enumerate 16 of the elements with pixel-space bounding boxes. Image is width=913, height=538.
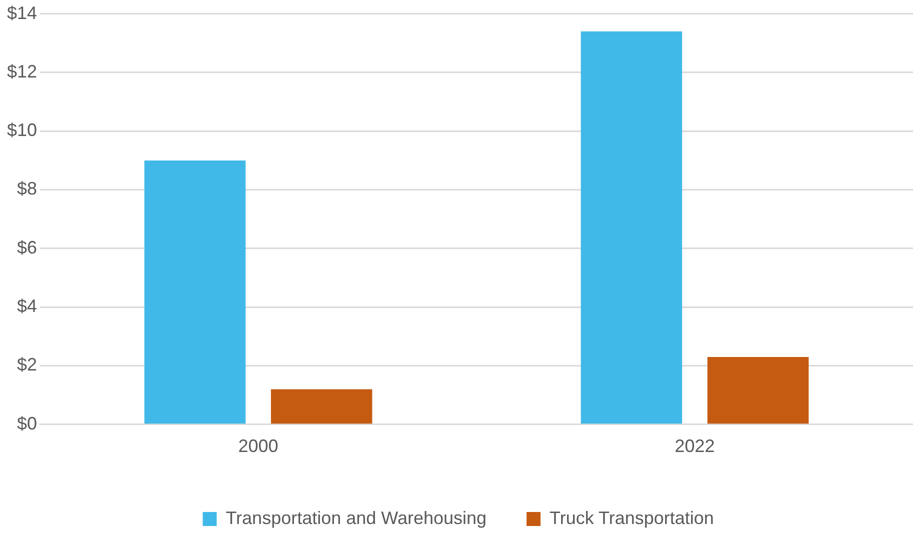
bar	[707, 356, 809, 424]
y-tick-label: $14	[6, 2, 38, 23]
y-tick-label: $10	[6, 120, 38, 140]
y-tick-label: $6	[17, 237, 38, 258]
x-tick-label: 2000	[238, 436, 278, 456]
y-tick-label: $12	[6, 61, 38, 82]
y-tick-label: $0	[17, 413, 38, 434]
legend-label: Truck Transportation	[550, 508, 714, 528]
y-tick-label: $2	[17, 354, 38, 375]
bar	[144, 160, 246, 424]
x-tick-label: 2022	[674, 436, 715, 456]
bar	[580, 31, 682, 424]
bar	[270, 389, 372, 424]
legend-label: Transportation and Warehousing	[226, 508, 487, 528]
y-tick-label: $8	[17, 178, 38, 199]
y-tick-label: $4	[17, 296, 38, 316]
